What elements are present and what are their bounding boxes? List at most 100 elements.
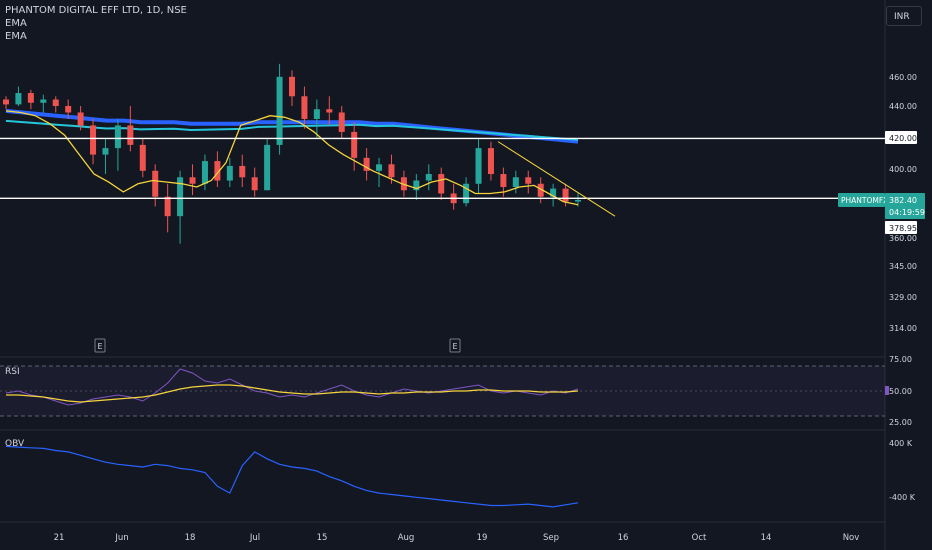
candle-body [239,165,246,178]
svg-text:378.95: 378.95 [889,224,917,233]
ema-short-line [5,110,579,206]
time-label: Oct [692,533,707,543]
candle-body [537,183,544,197]
candle-body [463,183,470,204]
price-tick: 345.00 [889,262,917,271]
candle-body [127,125,134,145]
trendline-group[interactable] [497,141,616,217]
candle-body [15,93,22,105]
svg-text:382.40: 382.40 [889,196,917,205]
ema-teal-line [5,119,579,141]
candle-body [52,99,59,106]
candle-body [388,164,395,178]
price-tick: 460.00 [889,73,917,82]
candle-body [301,96,308,119]
candle-body [512,177,519,187]
time-label: Jul [249,533,260,543]
price-tick: 440.00 [889,102,917,111]
price-tick: 314.00 [889,324,917,333]
time-label: 19 [477,533,488,543]
candle-body [164,196,171,217]
time-axis[interactable]: 21 Jun 18 Jul 15 Aug 19 Sep 16 Oct 14 No… [54,533,860,543]
candle-body [338,112,345,132]
candle-body [27,93,34,103]
price-axis[interactable]: 460.00 440.00 400.00 360.00 345.00 329.0… [889,73,917,333]
obv-label[interactable]: OBV [5,439,25,449]
candle-body [177,177,184,217]
rsi-value-badge [885,386,889,395]
obv-line [5,445,579,508]
candle-body [562,188,569,202]
earnings-marker-label: E [97,342,102,351]
candle-body [500,174,507,187]
obv-tick: -400 K [889,493,916,502]
rsi-tick: 25.00 [889,418,912,427]
time-label: Sep [543,533,559,543]
candle-body [351,131,358,158]
candle-body [264,144,271,191]
candle-body [487,148,494,175]
last-price-badge: 382.40 04:19:59 [885,193,925,219]
rsi-tick: 50.00 [889,387,912,396]
time-label: Nov [843,533,860,543]
time-label: Aug [398,533,415,543]
symbol-title[interactable]: PHANTOM DIGITAL EFF LTD, 1D, NSE [5,5,187,16]
candle-body [40,99,47,103]
obv-tick: 400 K [889,439,913,448]
time-label: 21 [54,533,65,543]
chart-legend: PHANTOM DIGITAL EFF LTD, 1D, NSE EMA EMA [5,4,187,43]
candle-body [152,170,159,197]
candle-body [425,174,432,181]
price-tick: 360.00 [889,234,917,243]
rsi-ma-line [6,384,579,403]
rsi-tick: 75.00 [889,355,912,364]
candle-body [3,99,9,105]
ema-long-group [5,108,579,144]
ema-short-group [5,110,579,206]
obv-axis[interactable]: 400 K -400 K [889,439,916,502]
candle-body [438,174,445,194]
hline-price-badge: 420.00 [885,131,917,144]
time-label: 15 [317,533,328,543]
horizontal-lines-group[interactable] [0,137,885,200]
svg-text:PHANTOMFX: PHANTOMFX [841,196,888,205]
price-tick: 400.00 [889,165,917,174]
candle-body [102,148,109,155]
candle-body [525,177,532,184]
ema-value-badge: 378.95 [885,221,917,234]
trendline [497,141,616,217]
candle-body [550,188,557,197]
time-label: Jun [114,533,128,543]
time-label: 16 [618,533,629,543]
candle-body [90,125,97,155]
price-tick: 329.00 [889,293,917,302]
candle-body [201,161,208,184]
candle-body [214,161,221,181]
ema-legend-1[interactable]: EMA [5,18,27,29]
candle-body [413,180,420,191]
candle-body [114,125,121,149]
candle-body [189,177,196,184]
svg-text:420.00: 420.00 [889,134,917,143]
ema-legend-2[interactable]: EMA [5,31,27,42]
rsi-line [5,368,579,406]
candle-body [276,76,283,145]
symbol-badge: PHANTOMFX [838,193,888,207]
currency-button[interactable]: INR [886,6,922,26]
candle-body [139,144,146,171]
svg-text:04:19:59: 04:19:59 [889,208,925,217]
earnings-marker-label: E [452,342,457,351]
obv-group [5,445,579,508]
candle-body [251,177,258,191]
earnings-marker-2[interactable]: E [449,338,461,353]
candle-body [65,106,72,113]
candle-body [475,148,482,184]
candle-body [575,199,581,202]
earnings-marker-1[interactable]: E [94,338,106,353]
candle-body [313,109,320,119]
candle-body [289,76,295,97]
rsi-label[interactable]: RSI [5,367,20,377]
rsi-group [5,368,579,406]
rsi-axis[interactable]: 75.00 50.00 25.00 [889,355,912,427]
